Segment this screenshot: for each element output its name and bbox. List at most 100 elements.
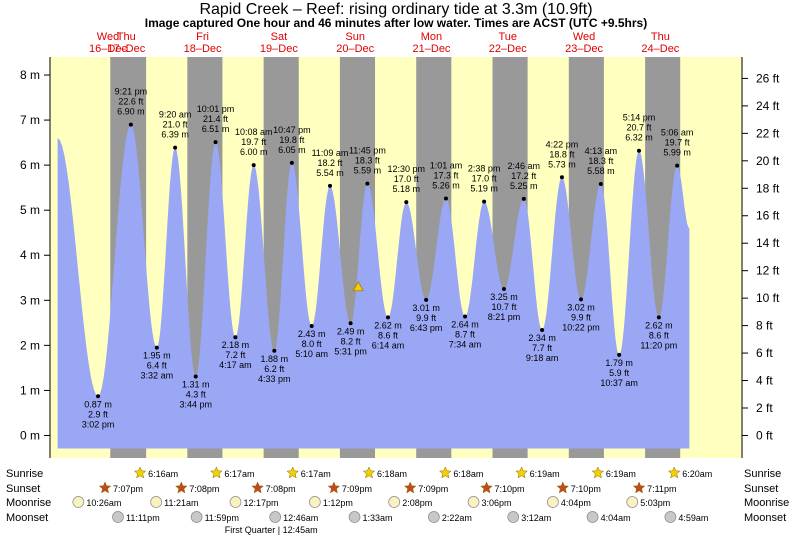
tide-label-20-1: 17.0 ft — [472, 174, 498, 184]
chart-subtitle: Image captured One hour and 46 minutes a… — [145, 16, 647, 30]
tick-label-ft-0: 0 ft — [756, 428, 773, 442]
day-headers: Wed16–DecThu17–DecFri18–DecSat19–DecSun2… — [89, 31, 680, 55]
sunrise-time-7: 6:20am — [682, 469, 712, 479]
tide-label-9-1: 6.2 ft — [264, 364, 285, 374]
day-name-1: Thu — [117, 31, 136, 43]
day-date-2: 18–Dec — [184, 43, 222, 55]
tide-label-17-2: 6:43 pm — [410, 323, 443, 333]
tide-label-11-0: 2.43 m — [298, 329, 326, 339]
sunrise-time-3: 6:18am — [377, 469, 407, 479]
tide-label-14-1: 18.3 ft — [355, 156, 381, 166]
moonset-icon-3 — [348, 511, 361, 523]
tick-label-ft-4: 8 ft — [756, 319, 773, 333]
moonrise-time-2: 12:17pm — [244, 498, 279, 508]
tide-label-4-1: 21.0 ft — [163, 120, 189, 130]
tide-area — [57, 124, 690, 449]
tide-point-7 — [233, 335, 238, 340]
tick-label-ft-8: 16 ft — [756, 209, 780, 223]
tide-label-9-2: 4:33 pm — [258, 374, 291, 384]
tide-point-16 — [404, 200, 409, 205]
day-date-8: 24–Dec — [641, 43, 679, 55]
tide-point-3 — [154, 345, 159, 350]
tick-label-ft-9: 18 ft — [756, 181, 780, 195]
moonset-time-5: 3:12am — [521, 513, 551, 523]
moonrise-time-0: 10:26am — [86, 498, 121, 508]
day-name-6: Tue — [498, 31, 517, 43]
tide-point-10 — [289, 160, 294, 165]
tide-point-1 — [96, 394, 101, 399]
day-name-5: Mon — [421, 31, 442, 43]
tide-label-13-1: 8.2 ft — [341, 336, 362, 346]
tide-label-5-1: 4.3 ft — [186, 389, 207, 399]
tide-label-24-2: 5.73 m — [548, 159, 576, 169]
tide-label-25-1: 9.9 ft — [571, 312, 592, 322]
tide-point-20 — [482, 199, 487, 204]
moonset-icon-2 — [269, 511, 282, 523]
tick-label-m-7: 7 m — [20, 113, 40, 127]
moonset-label-left: Moonset — [6, 512, 48, 524]
tide-point-2 — [128, 122, 133, 127]
moonset-icon-6 — [586, 511, 599, 523]
tide-label-6-2: 6.51 m — [202, 124, 230, 134]
moonrise-icon-2 — [229, 496, 242, 508]
tide-label-23-1: 7.7 ft — [532, 343, 553, 353]
tide-point-22 — [521, 196, 526, 201]
sunset-icon-0 — [98, 481, 112, 494]
tide-point-18 — [443, 196, 448, 201]
moonset-time-6: 4:04am — [601, 513, 631, 523]
tide-point-15 — [385, 315, 390, 320]
tide-label-23-2: 9:18 am — [526, 353, 559, 363]
tide-label-12-1: 18.2 ft — [317, 158, 343, 168]
tide-label-19-2: 7:34 am — [449, 340, 482, 350]
tick-label-m-3: 3 m — [20, 293, 40, 307]
tide-label-20-0: 2:38 pm — [468, 164, 501, 174]
moonrise-icon-7 — [626, 496, 639, 508]
day-date-3: 19–Dec — [260, 43, 298, 55]
sunset-time-0: 7:07pm — [113, 484, 143, 494]
sunset-icon-6 — [556, 481, 570, 494]
tide-label-1-0: 0.87 m — [84, 399, 112, 409]
tide-label-7-0: 2.18 m — [222, 340, 250, 350]
tide-label-12-2: 5.54 m — [316, 168, 344, 178]
tide-label-6-0: 10:01 pm — [197, 104, 235, 114]
sunset-time-7: 7:11pm — [647, 484, 676, 494]
sunset-label-left: Sunset — [6, 483, 40, 495]
moonset-icon-1 — [190, 511, 203, 523]
tide-point-5 — [193, 374, 198, 379]
tide-label-22-1: 17.2 ft — [511, 171, 537, 181]
moonset-time-1: 11:59pm — [205, 513, 239, 523]
tide-point-13 — [348, 321, 353, 326]
tide-label-13-2: 5:31 pm — [334, 346, 367, 356]
tide-label-7-2: 4:17 am — [219, 360, 252, 370]
tide-point-11 — [309, 323, 314, 328]
tide-label-1-1: 2.9 ft — [88, 409, 109, 419]
tick-label-ft-3: 6 ft — [756, 346, 773, 360]
tide-label-12-0: 11:09 am — [312, 148, 349, 158]
moonrise-label-left: Moonrise — [6, 497, 51, 509]
sunrise-time-0: 6:16am — [148, 469, 178, 479]
tide-label-3-0: 1.95 m — [143, 351, 171, 361]
tick-label-ft-11: 22 ft — [756, 126, 780, 140]
moonrise-icon-6 — [547, 496, 559, 508]
day-name-7: Wed — [573, 31, 595, 43]
tick-label-ft-13: 26 ft — [756, 71, 780, 85]
tide-point-26 — [598, 182, 603, 187]
moonrise-time-3: 1:12pm — [323, 498, 353, 508]
tide-label-15-2: 6:14 am — [372, 340, 405, 350]
moonset-icon-4 — [428, 511, 440, 523]
moonrise-time-5: 3:06pm — [482, 498, 512, 508]
sunrise-time-1: 6:17am — [224, 469, 254, 479]
tide-label-20-2: 5.19 m — [470, 184, 498, 194]
tick-label-m-1: 1 m — [20, 383, 40, 397]
moonrise-icon-0 — [72, 496, 85, 508]
sunset-time-4: 7:09pm — [418, 484, 448, 494]
tide-label-5-2: 3:44 pm — [179, 399, 212, 409]
sunset-icon-4 — [403, 481, 417, 494]
tick-label-m-5: 5 m — [20, 203, 40, 217]
tide-label-29-1: 8.6 ft — [649, 330, 670, 340]
tide-label-15-0: 2.62 m — [374, 320, 402, 330]
day-date-1: 17–Dec — [107, 43, 145, 55]
moonrise-icon-1 — [150, 496, 163, 508]
tick-label-m-8: 8 m — [20, 68, 40, 82]
